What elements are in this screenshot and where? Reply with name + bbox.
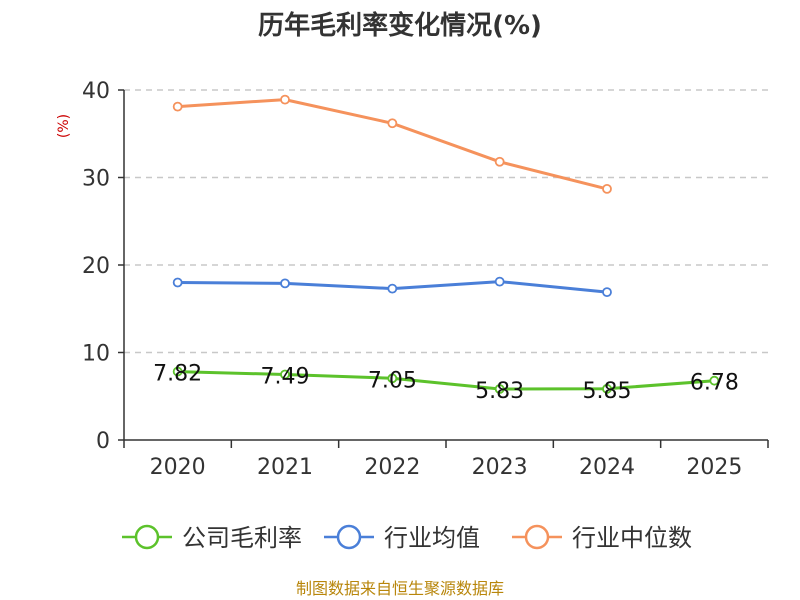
data-point — [602, 183, 612, 194]
y-tick-label: 20 — [82, 254, 110, 279]
x-tick-label: 2024 — [579, 455, 635, 480]
data-point — [280, 278, 290, 289]
x-tick-label: 2022 — [364, 455, 420, 480]
data-point — [172, 101, 183, 112]
data-point — [172, 366, 183, 377]
y-tick-label: 30 — [82, 167, 110, 192]
data-point — [602, 383, 612, 394]
data-point — [387, 118, 398, 129]
legend-swatch-marker — [134, 524, 160, 550]
data-label: 5.85 — [583, 379, 632, 404]
x-tick-label: 2023 — [472, 455, 528, 480]
data-point — [280, 369, 290, 380]
legend-label: 行业均值 — [384, 524, 480, 552]
data-label: 6.78 — [690, 371, 739, 396]
axis-layer: 0 10 20 30 40 2020 2021 2022 2023 2024 2025 — [82, 79, 769, 480]
series-layer: 7.82 7.49 7.05 5.83 5.85 6.78 — [153, 94, 739, 404]
data-label: 7.49 — [261, 364, 310, 389]
source-note: 制图数据来自恒生聚源数据库 — [296, 579, 504, 598]
series-line-2 — [177, 98, 608, 191]
data-label: 7.82 — [153, 362, 202, 387]
legend-label: 公司毛利率 — [182, 524, 302, 552]
y-axis-unit: (%) — [56, 114, 72, 138]
data-point — [494, 156, 505, 167]
x-tick-label: 2025 — [686, 455, 742, 480]
x-tick-label: 2020 — [150, 455, 206, 480]
grid-layer — [124, 89, 768, 354]
data-point — [494, 384, 505, 394]
y-tick-label: 0 — [96, 429, 110, 454]
data-point — [172, 277, 183, 288]
legend-label: 行业中位数 — [572, 524, 692, 552]
legend-swatch-marker — [336, 524, 362, 550]
y-tick-label: 40 — [82, 79, 110, 104]
x-tick-label: 2021 — [257, 455, 313, 480]
legend: 公司毛利率 行业均值 行业中位数 — [122, 524, 692, 552]
chart-title: 历年毛利率变化情况(%) — [258, 10, 542, 41]
data-point — [387, 373, 398, 384]
series-line-0 — [177, 370, 715, 391]
data-point — [709, 375, 720, 386]
legend-swatch-marker — [524, 524, 550, 550]
data-point — [602, 287, 612, 298]
data-point — [494, 276, 505, 287]
data-label: 7.05 — [368, 368, 417, 393]
data-point — [387, 283, 398, 294]
data-point — [280, 94, 290, 105]
data-label: 5.83 — [475, 379, 524, 404]
y-tick-label: 10 — [82, 342, 110, 367]
